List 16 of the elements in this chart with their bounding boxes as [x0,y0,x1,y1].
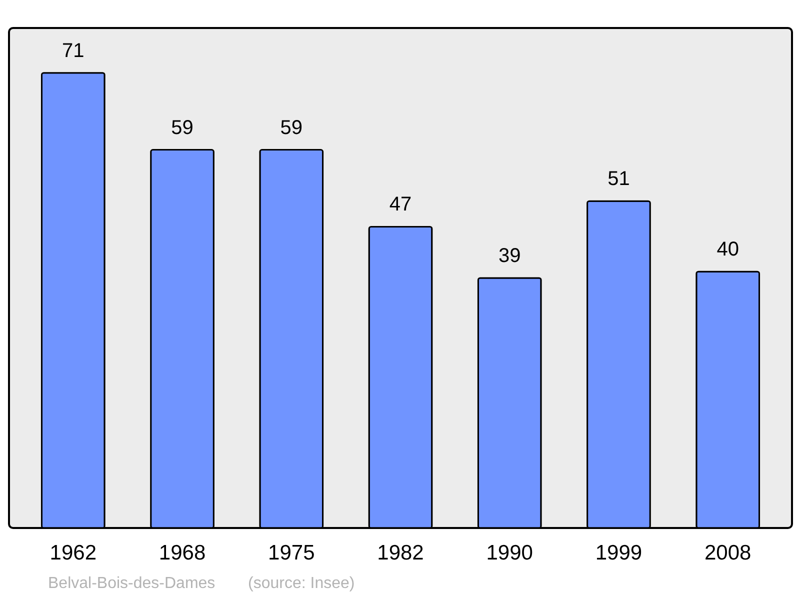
x-tick-label: 1999 [595,542,642,564]
x-tick-label: 1962 [50,542,97,564]
x-tick-label: 1968 [158,542,206,564]
x-tick-label: 1975 [268,542,315,564]
data-label: 59 [171,116,194,139]
data-label: 40 [716,238,739,261]
text: (source: Insee) [248,575,355,592]
text: Belval-Bois-des-Dames [48,575,216,592]
x-tick-label: 1982 [377,542,424,564]
data-label: 51 [608,168,630,190]
x-tick-label: 2008 [704,542,752,564]
data-label: 47 [389,194,412,216]
x-tick-label: 1990 [486,542,533,564]
data-label: 39 [498,245,521,267]
data-label: 59 [280,116,303,139]
data-label: 71 [62,40,84,62]
